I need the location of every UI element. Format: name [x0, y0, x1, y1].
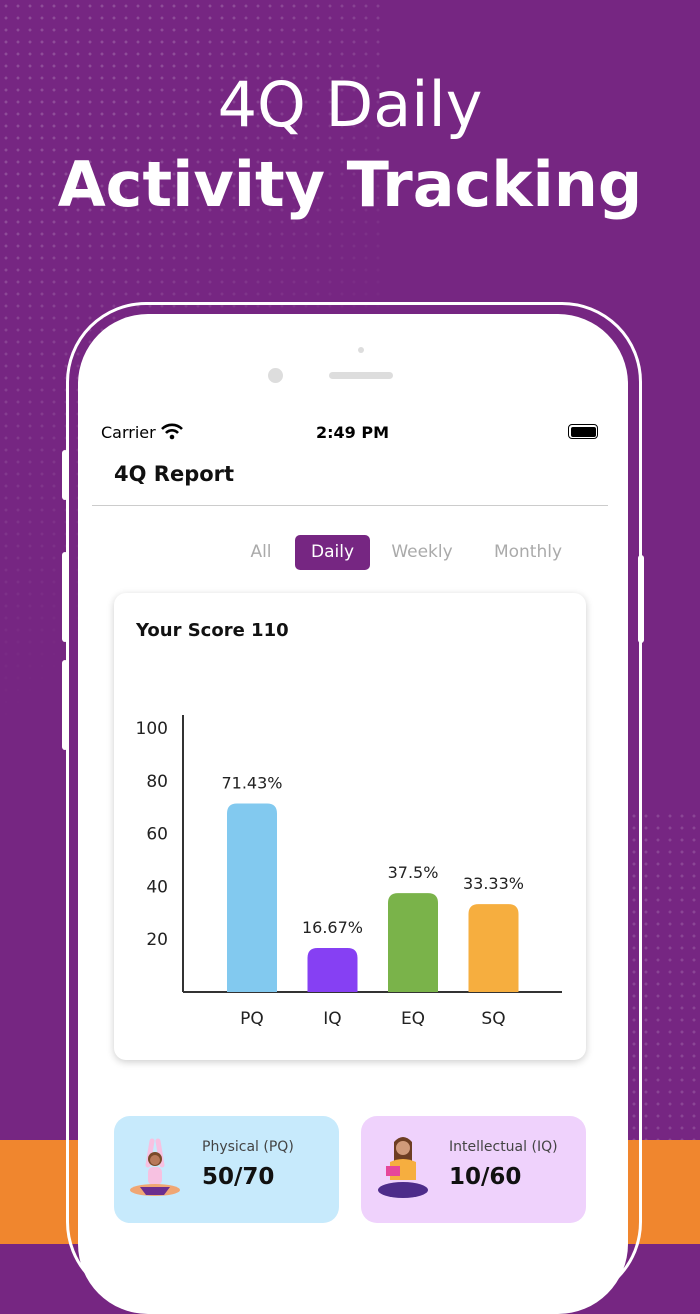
data-label: 33.33% — [463, 874, 524, 893]
x-tick-label: SQ — [481, 1009, 505, 1029]
yoga-person-icon — [130, 1138, 180, 1196]
y-tick-label: 20 — [146, 930, 168, 950]
sensor — [358, 347, 364, 353]
x-tick-label: IQ — [323, 1009, 341, 1029]
y-tick-label: 60 — [146, 825, 168, 845]
data-label: 16.67% — [302, 918, 363, 937]
bar-sq — [468, 904, 519, 992]
battery-icon — [568, 424, 598, 439]
summary-label-intellectual: Intellectual (IQ) — [449, 1139, 558, 1155]
bar-eq — [388, 893, 438, 992]
phone-volume-down — [62, 660, 68, 750]
headline-line1: 4Q Daily — [217, 68, 483, 141]
x-tick-label: EQ — [401, 1009, 425, 1029]
phone-volume-up — [62, 552, 68, 642]
x-tick-label: PQ — [240, 1009, 264, 1029]
headline-line2: Activity Tracking — [57, 148, 643, 221]
bar-pq — [227, 803, 277, 992]
page-title: 4Q Report — [114, 462, 235, 486]
summary-value-physical: 50/70 — [202, 1164, 275, 1190]
data-label: 71.43% — [221, 774, 282, 793]
tab-daily[interactable]: Daily — [295, 535, 370, 570]
y-tick-label: 80 — [146, 772, 168, 792]
camera — [268, 368, 283, 383]
summary-label-physical: Physical (PQ) — [202, 1139, 294, 1155]
y-tick-label: 40 — [146, 877, 168, 897]
bar-chart: 20 40 60 80 100 71.43% PQ 16.67% IQ 37.5% EQ 33.33%… — [136, 715, 562, 1029]
bar-iq — [307, 948, 358, 992]
tab-weekly[interactable]: Weekly — [391, 542, 453, 562]
speaker — [329, 372, 393, 379]
phone-mute-button — [62, 450, 68, 500]
score-title: Your Score 110 — [136, 620, 289, 641]
wifi-icon — [161, 423, 183, 440]
carrier-label: Carrier — [101, 423, 156, 442]
reading-person-icon — [378, 1137, 428, 1198]
summary-value-intellectual: 10/60 — [449, 1164, 522, 1190]
data-label: 37.5% — [388, 863, 439, 882]
tab-monthly[interactable]: Monthly — [493, 542, 563, 562]
clock: 2:49 PM — [316, 423, 390, 442]
tab-all[interactable]: All — [250, 542, 272, 562]
header-divider — [92, 505, 608, 506]
y-tick-label: 100 — [136, 719, 168, 739]
